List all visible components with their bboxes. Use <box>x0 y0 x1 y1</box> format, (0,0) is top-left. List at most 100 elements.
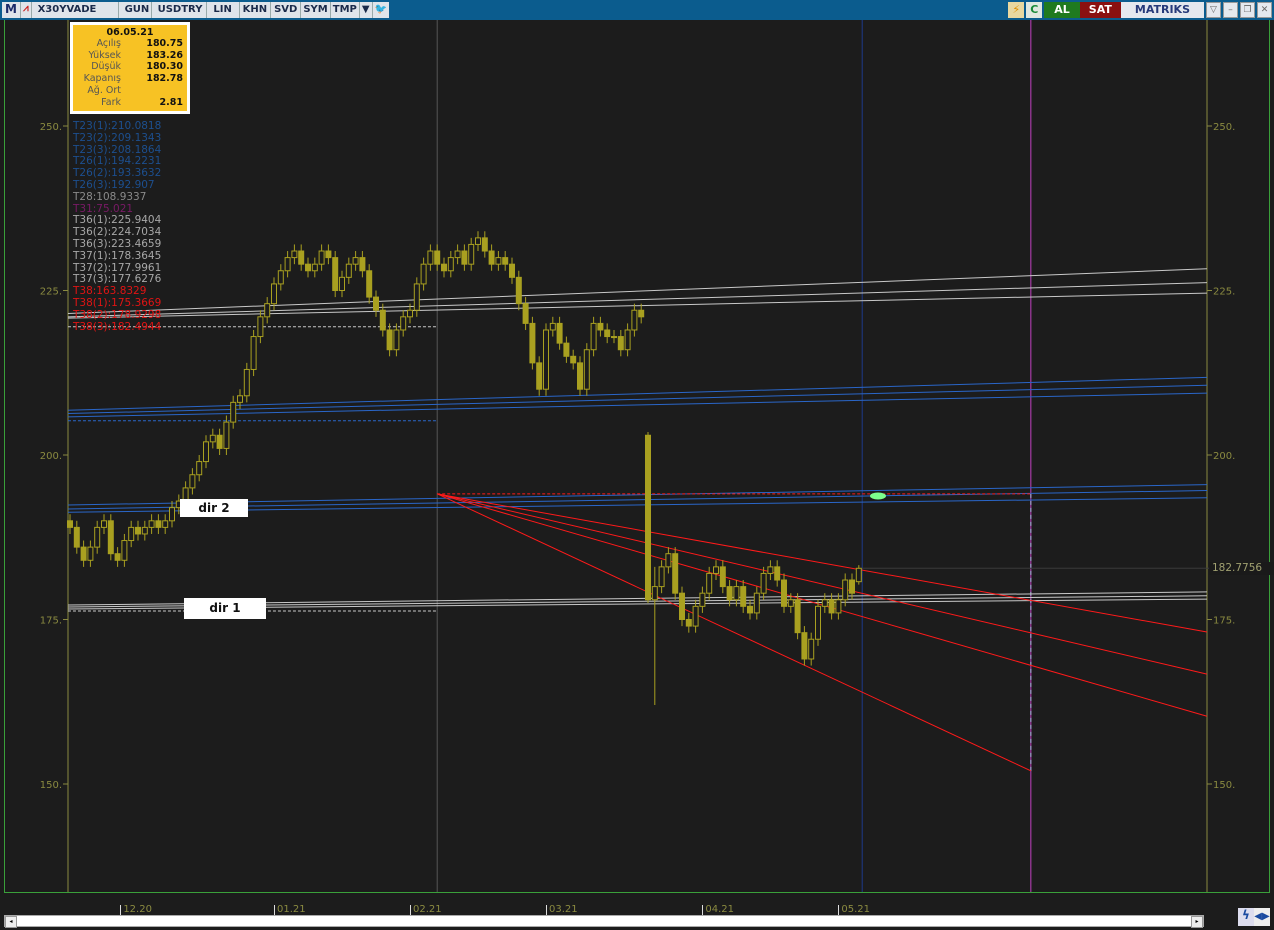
candle-body <box>760 572 767 594</box>
candle-body <box>141 526 148 535</box>
dropdown-arrow-icon[interactable]: ▼ <box>360 2 373 18</box>
candle-body <box>556 322 563 344</box>
trend-line <box>67 384 1207 415</box>
line-label: T37(2):177.9961 <box>73 261 162 274</box>
candle-body <box>366 270 373 298</box>
candle-body <box>400 316 407 331</box>
y-tick-label: 225. <box>1213 287 1235 298</box>
info-value: 180.30 <box>146 61 183 73</box>
candle-body <box>121 540 128 561</box>
svd-button[interactable]: SVD <box>271 2 302 18</box>
dir-2-label[interactable]: dir 2 <box>180 499 248 517</box>
line-label: T36(2):224.7034 <box>73 226 162 239</box>
candle-body <box>515 276 522 305</box>
candle-body <box>284 257 291 272</box>
candle-body <box>128 526 135 542</box>
twitter-icon[interactable]: 🐦 <box>374 4 388 15</box>
candle-body <box>257 316 264 338</box>
candle-body <box>135 526 141 535</box>
candle-body <box>339 276 345 291</box>
candle-body <box>250 336 257 370</box>
candle-body <box>692 605 699 627</box>
candle-body <box>379 309 386 331</box>
lightning-icon[interactable]: ⚡ <box>1008 2 1025 18</box>
candle-body <box>196 461 203 476</box>
candle-body <box>787 599 794 607</box>
scale-button[interactable]: LIN <box>207 2 240 18</box>
candle-body <box>726 586 733 601</box>
menu-icon[interactable]: ▽ <box>1206 2 1221 18</box>
brand-label: MATRIKS <box>1120 2 1204 18</box>
corner-controls: ϟ ◀▶ <box>1238 908 1270 926</box>
sell-button[interactable]: SAT <box>1079 2 1121 18</box>
candle-body <box>706 572 713 594</box>
candle-body <box>447 257 454 272</box>
green-marker <box>870 492 886 500</box>
x-tick-label: 03.21 <box>546 905 578 915</box>
line-label: T23(3):208.1864 <box>73 143 162 156</box>
matriks-logo[interactable]: M <box>2 2 21 18</box>
candle-body <box>101 520 107 528</box>
x-tick-label: 04.21 <box>702 905 734 915</box>
toolbar-right: ⚡ C AL SAT MATRIKS ▽ – ❐ ✕ <box>1008 2 1272 18</box>
info-row: Düşük 180.30 <box>73 61 187 73</box>
candle-body <box>774 566 781 581</box>
buy-button[interactable]: AL <box>1044 2 1080 18</box>
candle-body <box>611 336 617 339</box>
candle-body <box>107 520 114 555</box>
candle-body <box>645 434 651 601</box>
candle-body <box>842 579 849 601</box>
candle-body <box>264 303 271 318</box>
period-button[interactable]: GUN <box>119 2 152 18</box>
currency-button[interactable]: USDTRY <box>152 2 207 18</box>
y-tick-label: 200. <box>40 451 62 462</box>
scroll-right-button[interactable]: ▸ <box>1191 916 1203 928</box>
candle-body <box>549 322 556 331</box>
info-key: Kapanış <box>83 73 121 85</box>
candle-body <box>291 250 298 259</box>
line-label: T23(1):210.0818 <box>73 120 162 132</box>
candle-body <box>719 566 726 588</box>
candle-body <box>461 250 468 265</box>
line-label: T37(1):178.3645 <box>73 249 162 262</box>
pan-arrows-icon[interactable]: ◀▶ <box>1254 908 1270 926</box>
candle-body <box>794 599 801 634</box>
candle-body <box>148 520 155 528</box>
line-label: T38:163.8329 <box>73 285 147 298</box>
candle-body <box>386 329 393 351</box>
candle-body <box>631 309 638 331</box>
template-button[interactable]: TMP <box>331 2 360 18</box>
candle-body <box>488 250 495 265</box>
price-chart[interactable]: 250. 250. 225. 225. 200. 200. 175. 175. 150. 150. <box>0 0 1274 893</box>
trend-line <box>67 376 1207 411</box>
trend-line <box>67 282 1207 318</box>
horizontal-scrollbar[interactable]: ◂ ▸ <box>4 915 1204 928</box>
info-value <box>121 85 183 97</box>
chart-type-icon[interactable]: ⩘ <box>21 2 32 18</box>
restore-icon[interactable]: ❐ <box>1240 2 1255 18</box>
scroll-left-button[interactable]: ◂ <box>5 916 17 928</box>
sync-icon[interactable]: ϟ <box>1238 908 1254 926</box>
line-label: T26(3):192.907 <box>73 178 155 191</box>
sym-button[interactable]: SYM <box>301 2 331 18</box>
info-row: Açılış 180.75 <box>73 38 187 50</box>
minimize-icon[interactable]: – <box>1223 2 1238 18</box>
y-tick-label: 200. <box>1213 451 1235 462</box>
close-icon[interactable]: ✕ <box>1257 2 1272 18</box>
dir-1-label[interactable]: dir 1 <box>184 598 266 619</box>
candle-body <box>781 579 787 607</box>
x-tick-label: 05.21 <box>838 905 870 915</box>
candle-body <box>94 526 101 548</box>
refresh-icon[interactable]: C <box>1026 2 1043 18</box>
candle-body <box>87 546 94 561</box>
candle-body <box>665 553 672 568</box>
line-label: T23(2):209.1343 <box>73 131 162 144</box>
candle-body <box>80 546 87 561</box>
symbol-selector[interactable]: X30YVADE <box>32 2 119 18</box>
info-key: Açılış <box>96 38 121 49</box>
candle-body <box>427 250 434 265</box>
candle-body <box>590 322 597 351</box>
khn-button[interactable]: KHN <box>240 2 272 18</box>
trend-line <box>67 484 1207 506</box>
candle-body <box>604 329 611 338</box>
